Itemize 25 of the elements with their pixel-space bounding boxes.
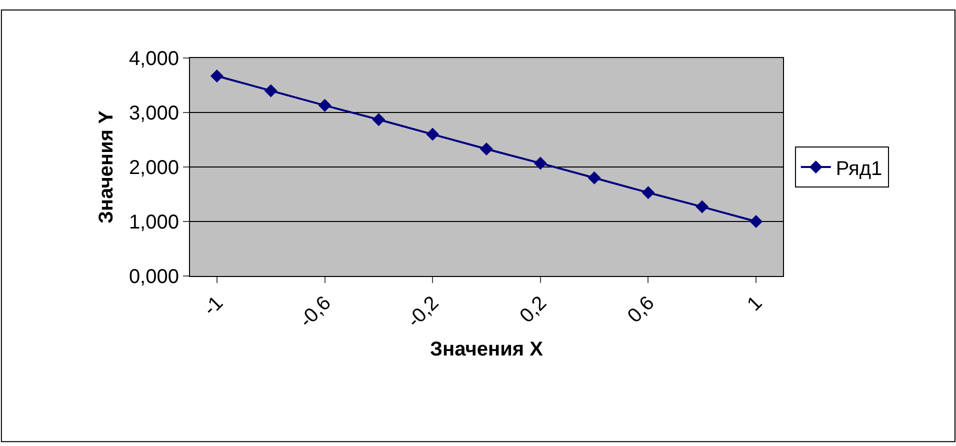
y-tick-label: 4,000 <box>128 48 179 70</box>
y-tick-label: 1,000 <box>128 212 179 234</box>
point <box>372 113 386 126</box>
point <box>426 128 440 141</box>
y-tick-label: 2,000 <box>128 157 179 179</box>
x-tick-label: 1 <box>743 292 767 316</box>
legend-label: Ряд1 <box>836 158 882 180</box>
x-tick-label: -0,2 <box>403 292 444 332</box>
y-tick-label: 0,000 <box>128 266 179 288</box>
point <box>642 186 655 200</box>
y-axis-title: Значения Y <box>95 110 118 224</box>
point <box>480 142 493 156</box>
point <box>696 200 709 214</box>
point <box>750 215 763 228</box>
x-axis-title: Значения X <box>430 338 544 360</box>
x-tick-label: -0,6 <box>295 292 336 332</box>
point <box>534 156 547 170</box>
x-tick-label: -1 <box>199 292 228 320</box>
point <box>210 69 224 82</box>
point <box>318 98 332 112</box>
x-tick-label: 0,6 <box>624 292 659 328</box>
x-tick-label: 0,2 <box>516 292 552 328</box>
y-tick-label: 3,000 <box>128 102 179 124</box>
point <box>588 171 601 184</box>
point <box>264 84 278 98</box>
